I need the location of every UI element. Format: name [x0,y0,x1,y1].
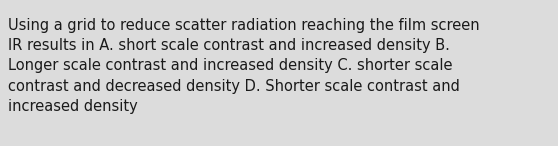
Text: Using a grid to reduce scatter radiation reaching the film screen
IR results in : Using a grid to reduce scatter radiation… [8,18,480,114]
